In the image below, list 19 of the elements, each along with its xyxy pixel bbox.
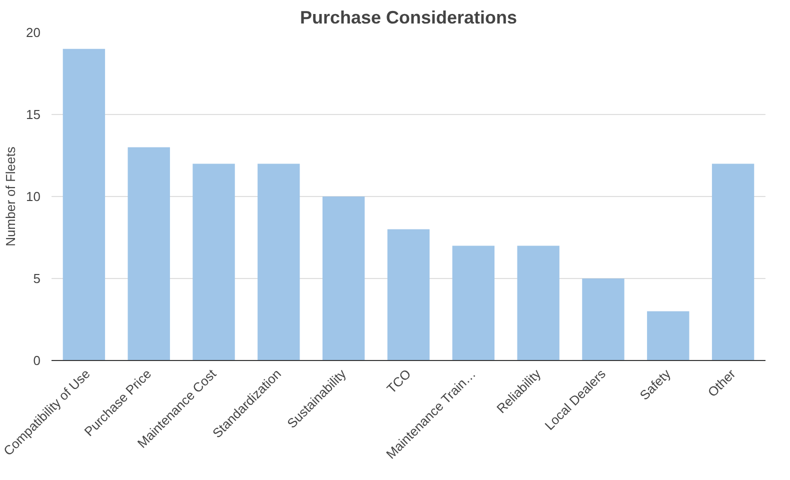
bar [712, 164, 754, 360]
bar [452, 246, 495, 360]
bar [62, 48, 106, 360]
bar [647, 311, 690, 360]
bar [192, 164, 235, 360]
bar [387, 229, 430, 360]
chart-title: Purchase Considerations [300, 8, 518, 28]
bar [517, 246, 560, 360]
y-axis-title: Number of Fleets [3, 146, 18, 246]
bar [322, 196, 365, 360]
y-tick-label: 20 [26, 25, 41, 40]
bar [128, 147, 170, 360]
y-tick-label: 0 [33, 353, 41, 368]
y-tick-label: 5 [33, 271, 41, 286]
bar [582, 278, 624, 360]
y-tick-label: 10 [26, 189, 41, 204]
y-tick-label: 15 [26, 107, 41, 122]
bar [258, 164, 300, 360]
x-tick-label: TCO [384, 366, 414, 396]
